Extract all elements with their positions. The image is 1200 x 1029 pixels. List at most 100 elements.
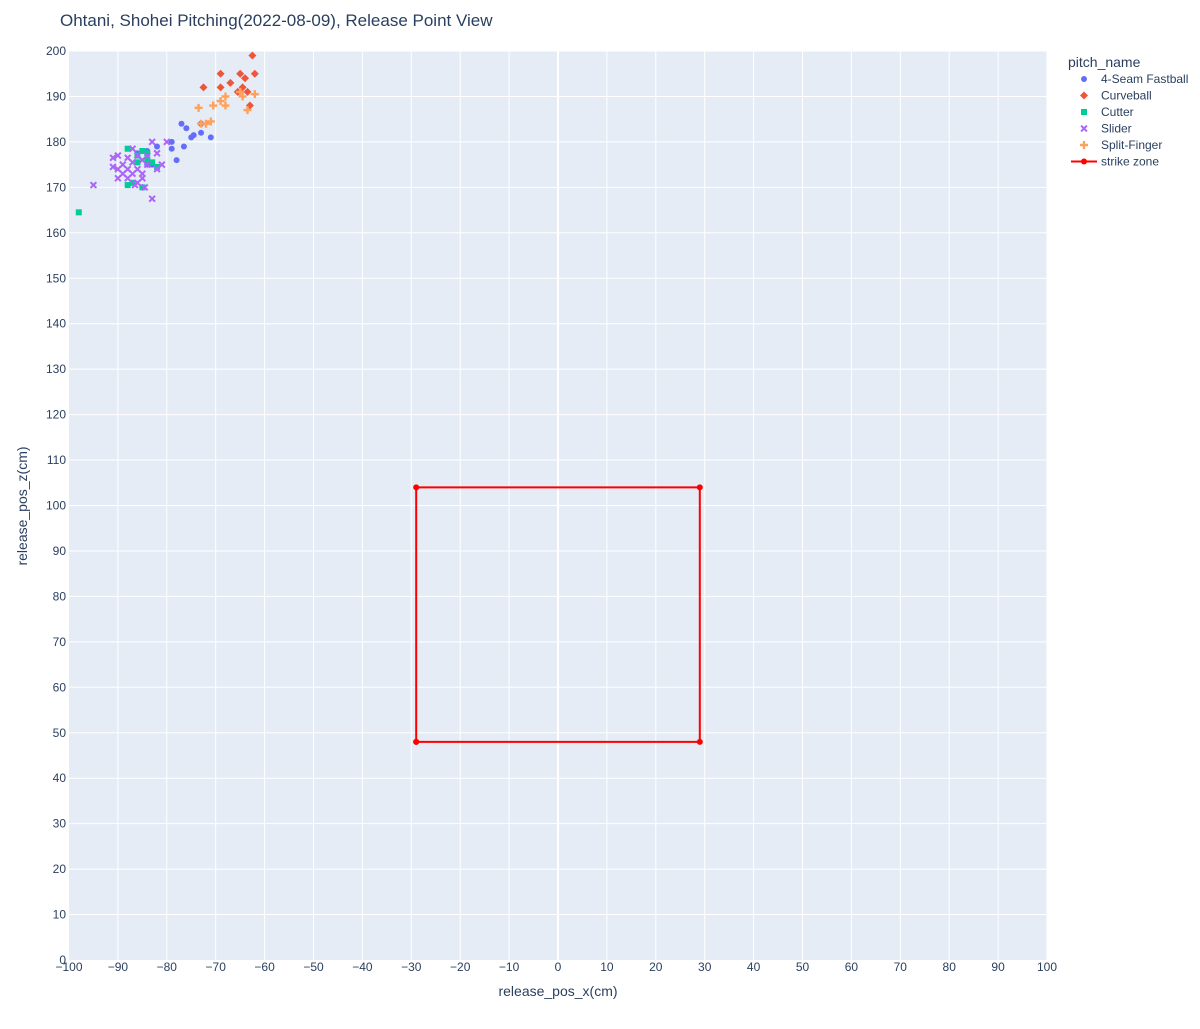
cutter-point: [134, 159, 141, 166]
split-finger-point: [236, 87, 245, 96]
x-tick-label: 10: [600, 960, 614, 974]
slider-point: [109, 163, 117, 171]
curveball-point: [216, 83, 225, 92]
split-finger-point: [194, 103, 203, 112]
split-finger-point: [221, 92, 230, 101]
split-finger-point: [250, 90, 259, 99]
x-tick-label: −10: [499, 960, 520, 974]
slider-point: [158, 161, 166, 169]
chart-title: Ohtani, Shohei Pitching(2022-08-09), Rel…: [60, 11, 493, 30]
slider-point: [124, 154, 132, 162]
curveball-point: [250, 69, 259, 78]
y-tick-label: 10: [53, 908, 67, 922]
x-tick-label: 30: [698, 960, 712, 974]
slider-point: [128, 145, 137, 153]
series-strike-zone: [413, 484, 703, 745]
slider-point: [119, 170, 127, 178]
y-tick-label: 140: [46, 317, 66, 331]
x-tick-label: 100: [1037, 960, 1057, 974]
cutter-point: [124, 182, 131, 189]
x-tick-label: 70: [894, 960, 908, 974]
legend-item-cutter[interactable]: Cutter: [1081, 105, 1134, 119]
curveball-point: [216, 69, 225, 78]
4-seam-fastball-point: [178, 120, 185, 127]
slider-point: [133, 165, 142, 173]
legend-symbol-cutter: [1081, 109, 1087, 115]
slider-point: [133, 151, 142, 160]
y-tick-label: 60: [53, 680, 67, 694]
y-tick-label: 20: [53, 862, 67, 876]
y-tick-label: 160: [46, 226, 66, 240]
x-tick-label: −30: [401, 960, 422, 974]
legend-title: pitch_name: [1068, 54, 1141, 70]
split-finger-point: [221, 101, 230, 110]
cutter-point: [124, 145, 131, 152]
split-finger-point: [238, 92, 247, 101]
strike-zone-point: [413, 738, 420, 745]
curveball-point: [241, 74, 250, 83]
split-finger-point: [206, 117, 215, 126]
x-tick-label: −90: [108, 960, 129, 974]
legend-item-strike-zone[interactable]: strike zone: [1071, 155, 1159, 169]
legend-label: Cutter: [1101, 105, 1134, 119]
y-tick-label: 50: [53, 726, 67, 740]
legend-item-split-finger[interactable]: Split-Finger: [1080, 138, 1162, 152]
y-tick-label: 40: [53, 771, 67, 785]
x-tick-label: −40: [352, 960, 373, 974]
y-axis-title: release_pos_z(cm): [14, 446, 30, 565]
cutter-point: [154, 163, 161, 170]
legend-label: Slider: [1101, 122, 1132, 136]
legend-item-curveball[interactable]: Curveball: [1080, 89, 1152, 103]
slider-point: [163, 138, 171, 146]
split-finger-point: [197, 119, 206, 128]
4-seam-fastball-point: [190, 132, 197, 139]
x-axis-ticks: −100 −90 −80 −70 −60 −50 −40 −30 −20 −10 0 10 20 30 40…: [55, 960, 1057, 974]
legend-label: 4-Seam Fastball: [1101, 72, 1188, 86]
4-seam-fastball-point: [168, 145, 175, 152]
strike-zone-point: [696, 738, 703, 745]
curveball-point: [236, 69, 245, 78]
slider-point: [124, 174, 132, 182]
cutter-point: [144, 157, 151, 164]
x-tick-label: 0: [555, 960, 562, 974]
grid-lines: [69, 50, 1048, 960]
4-seam-fastball-point: [154, 143, 161, 150]
legend-item-slider[interactable]: Slider: [1080, 122, 1132, 136]
y-tick-label: 70: [53, 635, 67, 649]
slider-point: [114, 174, 122, 182]
legend-item-4-seam-fastball[interactable]: 4-Seam Fastball: [1081, 72, 1188, 86]
legend-symbol-slider: [1080, 124, 1088, 133]
x-tick-label: 60: [845, 960, 859, 974]
slider-point: [138, 174, 146, 182]
curveball-point: [199, 83, 208, 92]
legend: pitch_name 4-Seam Fastball Curveball Cutte…: [1068, 54, 1188, 169]
x-tick-label: 50: [796, 960, 810, 974]
slider-point: [109, 154, 117, 162]
slider-point: [124, 165, 132, 173]
y-tick-label: 0: [59, 953, 66, 967]
y-tick-label: 180: [46, 135, 66, 149]
x-tick-label: 40: [747, 960, 761, 974]
slider-point: [148, 138, 156, 146]
slider-point: [128, 158, 137, 166]
x-tick-label: −70: [206, 960, 227, 974]
y-tick-label: 190: [46, 89, 66, 103]
4-seam-fastball-point: [207, 134, 214, 141]
cutter-point: [75, 209, 82, 216]
y-tick-label: 150: [46, 271, 66, 285]
cutter-point: [144, 150, 151, 157]
slider-point: [89, 181, 98, 189]
4-seam-fastball-point: [173, 157, 180, 164]
slider-point: [114, 151, 122, 160]
slider-point: [141, 183, 149, 191]
split-finger-point: [243, 106, 252, 115]
x-tick-label: 20: [649, 960, 663, 974]
x-tick-label: −80: [157, 960, 178, 974]
legend-symbol-curveball: [1080, 91, 1088, 100]
4-seam-fastball-point: [168, 138, 175, 145]
4-seam-fastball-point: [198, 129, 205, 136]
4-seam-fastball-point: [183, 125, 190, 132]
slider-point: [148, 195, 156, 203]
slider-point: [143, 161, 151, 169]
